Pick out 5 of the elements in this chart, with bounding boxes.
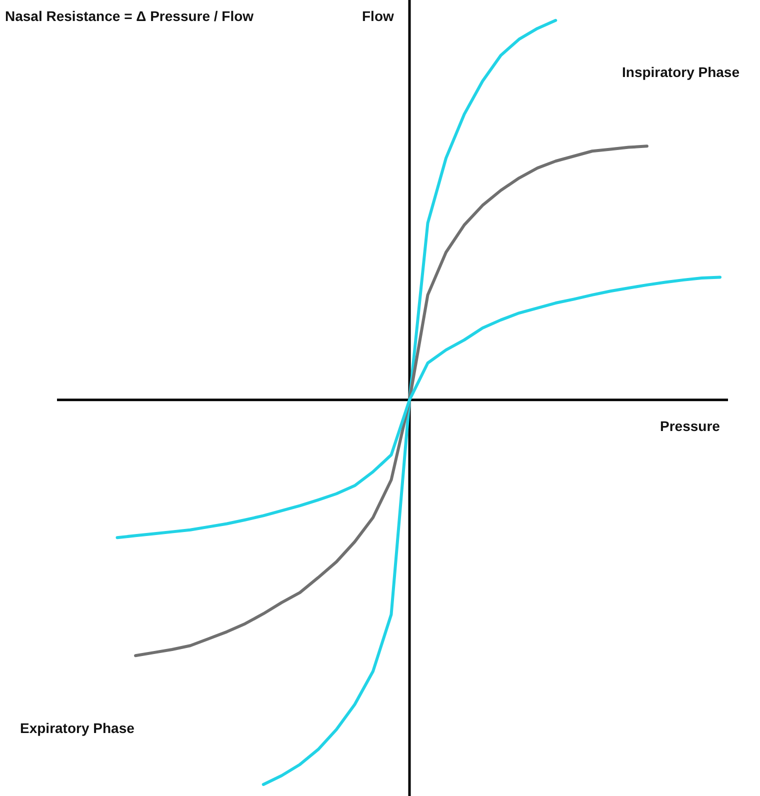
x-axis-title: Pressure bbox=[660, 418, 720, 434]
annotation: Inspiratory Phase bbox=[622, 64, 740, 80]
annotation: Expiratory Phase bbox=[20, 720, 134, 736]
chart-title: Nasal Resistance = Δ Pressure / Flow bbox=[5, 8, 254, 24]
y-axis-title: Flow bbox=[362, 8, 394, 24]
